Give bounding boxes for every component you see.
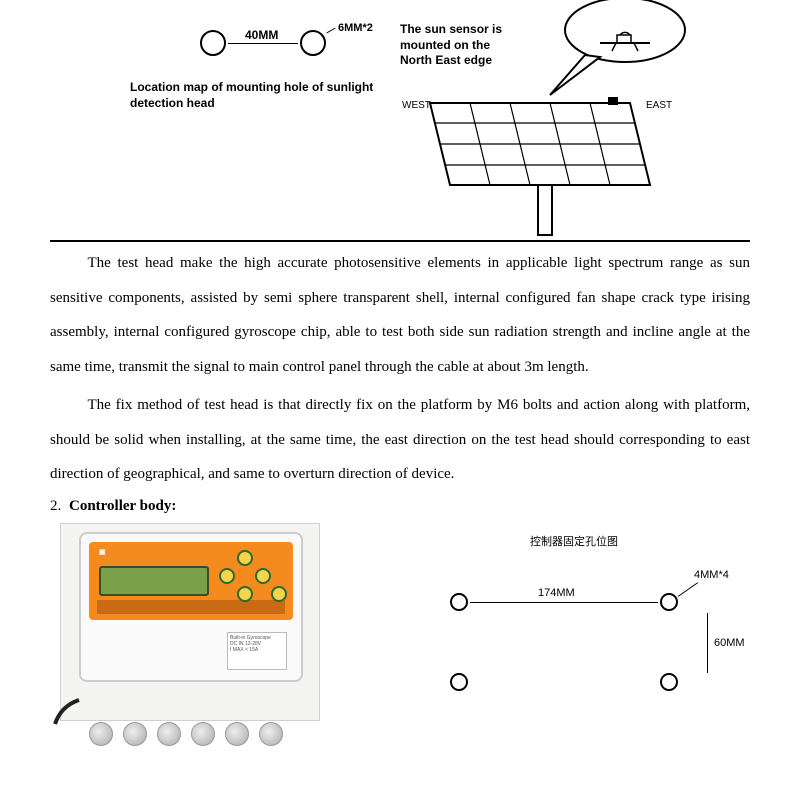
east-label: EAST [646,100,672,111]
sensor-note-2: mounted on the [400,38,502,54]
cable-gland-5 [225,722,249,746]
caption-line2: detection head [130,96,373,112]
ctrl-btn-up [237,550,253,566]
ctrl-btn-left [219,568,235,584]
dim-line-h [707,613,708,673]
controller-faceplate: ▣ [89,542,293,620]
controller-figure-row: ▣ Built-in Gyroscope DC IN 12-28V I MAX … [50,523,750,723]
mount-hole-left [200,30,226,56]
paragraph-2: The fix method of test head is that dire… [50,388,750,492]
ctrl-btn-down [237,586,253,602]
paragraph-1: The test head make the high accurate pho… [50,246,750,384]
caption-line1: Location map of mounting hole of sunligh… [130,80,373,96]
hole-spec-4mm: 4MM*4 [694,569,729,581]
controller-photo: ▣ Built-in Gyroscope DC IN 12-28V I MAX … [60,523,320,721]
sunlight-head-diagram: 40MM 6MM*2 Location map of mounting hole… [50,0,750,240]
solar-panel [420,95,670,245]
m-hole-bl [450,673,468,691]
controller-sticker: Built-in Gyroscope DC IN 12-28V I MAX < … [227,632,287,670]
dim-174mm: 174MM [538,587,575,599]
mount-hole-right [300,30,326,56]
west-label: WEST [402,100,431,111]
heading-text: Controller body: [69,498,176,514]
mount-title-cn: 控制器固定孔位图 [530,533,618,549]
dim-60mm: 60MM [714,637,745,649]
cable-gland-3 [157,722,181,746]
heading-num: 2. [50,498,61,514]
leader-4mm [678,582,698,597]
heading-controller-body: 2. Controller body: [50,498,750,515]
m-hole-tr [660,593,678,611]
cable-gland-4 [191,722,215,746]
cable-gland-2 [123,722,147,746]
controller-mount-diagram: 控制器固定孔位图 174MM 60MM 4MM*4 [410,533,750,713]
dim-line [228,43,298,44]
hole-spec: 6MM*2 [338,22,373,34]
dim-40mm: 40MM [245,28,278,42]
dim-line-w [470,602,658,603]
cable-gland-1 [89,722,113,746]
leader-line [326,28,335,34]
m-hole-br [660,673,678,691]
ctrl-btn-right [255,568,271,584]
controller-lcd [99,566,209,596]
m-hole-tl [450,593,468,611]
sensor-note-3: North East edge [400,53,502,69]
ctrl-btn-ok [271,586,287,602]
cable-gland-6 [259,722,283,746]
sensor-note-1: The sun sensor is [400,22,502,38]
